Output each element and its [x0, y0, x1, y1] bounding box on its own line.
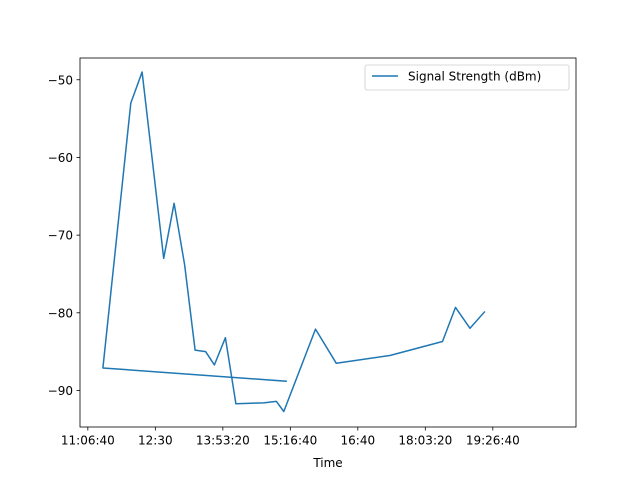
plot-area: [102, 71, 486, 413]
series-line-signal-strength: [102, 71, 486, 413]
axes-frame: [79, 57, 577, 428]
y-tick-label: −80: [48, 306, 73, 320]
x-tick-label: 18:03:20: [398, 434, 452, 448]
y-axis: −90 −80 −70 −60 −50: [48, 73, 80, 398]
x-tick-label: 19:26:40: [466, 434, 520, 448]
x-tick-label: 16:40: [341, 434, 376, 448]
y-tick-label: −50: [48, 73, 73, 87]
x-axis-label: Time: [312, 456, 342, 470]
x-tick-label: 12:30: [138, 434, 173, 448]
x-axis: 11:06:40 12:30 13:53:20 15:16:40 16:40 18:03:…: [61, 427, 520, 448]
legend-label: Signal Strength (dBm): [408, 70, 541, 84]
y-tick-label: −60: [48, 151, 73, 165]
x-tick-label: 13:53:20: [196, 434, 250, 448]
x-tick-label: 11:06:40: [61, 434, 115, 448]
y-tick-label: −90: [48, 384, 73, 398]
x-tick-label: 15:16:40: [263, 434, 317, 448]
y-tick-label: −70: [48, 229, 73, 243]
legend: Signal Strength (dBm): [364, 64, 570, 91]
legend-frame: [364, 64, 570, 91]
